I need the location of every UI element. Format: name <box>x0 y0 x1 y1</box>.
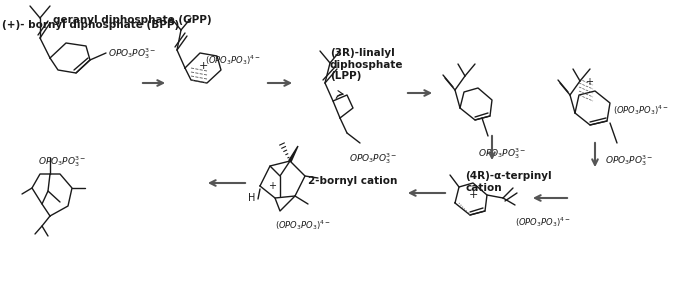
Text: OPO$_3$PO$_3^{3-}$: OPO$_3$PO$_3^{3-}$ <box>38 154 86 169</box>
Text: $(OPO_3PO_3)^{4-}$: $(OPO_3PO_3)^{4-}$ <box>613 103 668 117</box>
Text: geranyl diphosphate (GPP): geranyl diphosphate (GPP) <box>53 15 211 25</box>
Polygon shape <box>289 146 298 162</box>
Text: $(OPO_3PO_3)^{4-}$: $(OPO_3PO_3)^{4-}$ <box>515 215 570 229</box>
Text: +: + <box>468 190 477 200</box>
Text: +: + <box>268 181 276 191</box>
Text: 2-bornyl cation: 2-bornyl cation <box>308 176 398 186</box>
Text: OPO$_3$PO$_3^{3-}$: OPO$_3$PO$_3^{3-}$ <box>108 46 156 61</box>
Text: OPO$_3$PO$_3^{3-}$: OPO$_3$PO$_3^{3-}$ <box>605 153 653 168</box>
Text: H: H <box>248 193 255 203</box>
Text: (3R)-linalyl
diphosphate
(LPP): (3R)-linalyl diphosphate (LPP) <box>330 48 403 81</box>
Text: +: + <box>585 77 593 87</box>
Text: OPO$_3$PO$_3^{3-}$: OPO$_3$PO$_3^{3-}$ <box>349 151 398 166</box>
Text: $(OPO_3PO_3)^{4-}$: $(OPO_3PO_3)^{4-}$ <box>205 53 260 67</box>
Text: +: + <box>198 61 208 71</box>
Text: (4R)-α-terpinyl
cation: (4R)-α-terpinyl cation <box>465 171 552 193</box>
Text: $(OPO_3PO_3)^{4-}$: $(OPO_3PO_3)^{4-}$ <box>275 218 330 232</box>
Text: (+)- bornyl diphosphate (BPP): (+)- bornyl diphosphate (BPP) <box>2 20 179 30</box>
Text: OPO$_3$PO$_3^{3-}$: OPO$_3$PO$_3^{3-}$ <box>478 146 526 161</box>
